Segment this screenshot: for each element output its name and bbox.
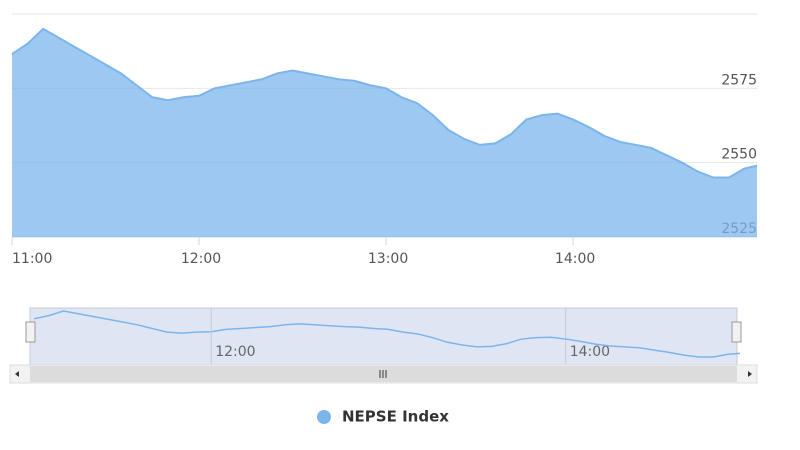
area-line [11,27,758,179]
navigator-mask [29,307,738,366]
navigator: 14:00 12:00 [9,307,758,384]
navigator-handle-left[interactable] [25,321,36,343]
x-tick-label: 12:00 [181,251,221,267]
navigator-tick-label: 14:00 [570,344,610,360]
area-fill [12,28,757,237]
legend-symbol[interactable] [317,410,331,424]
navigator-line [33,310,741,358]
x-tick-label: 11:00 [12,251,52,267]
scroll-right-arrow[interactable] [748,371,752,377]
y-tick-label: 2575 [721,72,757,88]
legend-label[interactable]: NEPSE Index [342,408,449,426]
scrollbar-grip [379,370,387,378]
x-tick-label: 14:00 [555,251,595,267]
navigator-tick-label: 12:00 [215,344,255,360]
navigator-handle-right[interactable] [731,321,742,343]
x-tick-label: 13:00 [368,251,408,267]
scroll-left-arrow[interactable] [15,371,19,377]
y-tick-label: 2550 [721,147,757,163]
